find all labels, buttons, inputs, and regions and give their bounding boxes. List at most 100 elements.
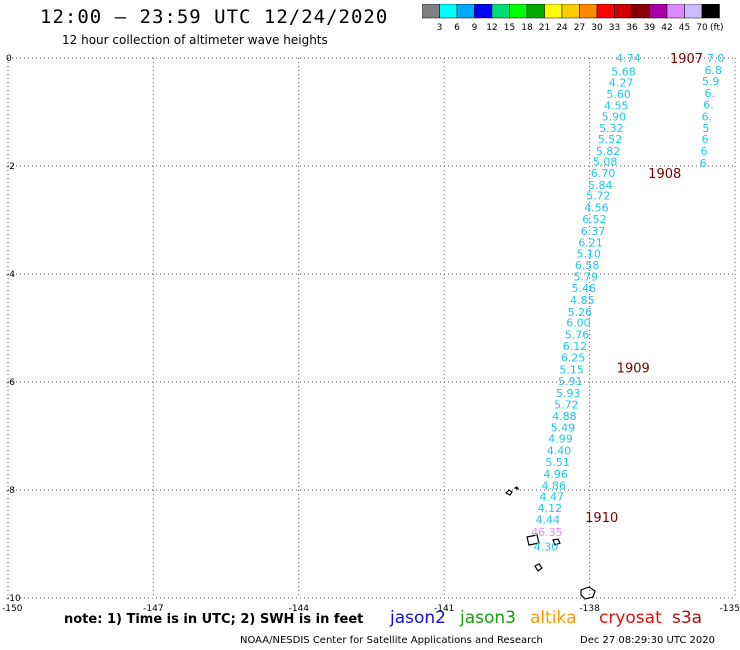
wave-height-label: 5.60 [606,88,631,101]
legend-cryosat: cryosat [599,608,662,628]
wave-height-label: 5.9 [702,75,720,88]
y-tick-label: 0 [6,54,12,64]
time-label: 1907 [670,52,703,67]
wave-height-label: 5.26 [568,306,593,319]
colorbar-label: (ft) [710,23,724,33]
wave-height-label: 6.8 [704,64,722,77]
colorbar-label: 3 [437,23,443,33]
y-tick-label: -8 [6,486,15,496]
wave-height-label: 4.74 [616,52,641,65]
wave-height-label: 46.35 [531,526,563,539]
wave-height-label: 6 [701,133,708,146]
wave-height-label: 5.90 [602,110,627,123]
x-tick-label: -144 [289,604,310,614]
legend-altika: altika [530,608,577,628]
wave-height-label: 6.00 [566,317,591,330]
colorbar-label: 39 [644,23,656,33]
wave-height-label: 4.86 [541,480,566,493]
wave-height-label: 6. [705,87,716,100]
colorbar-label: 36 [626,23,638,33]
colorbar-label: 42 [661,23,672,33]
colorbar-label: 9 [472,23,478,33]
wave-height-label: 4.44 [536,514,561,527]
colorbar-label: 70 [696,23,708,33]
colorbar-label: 33 [609,23,620,33]
wave-height-label: 4.27 [609,76,634,89]
footer-source: NOAA/NESDIS Center for Satellite Applica… [240,635,543,646]
colorbar-label: 6 [454,23,460,33]
wave-height-label: 6.25 [561,352,586,365]
color-legend: 3 6 9 12 15 18 21 24 27 30 33 36 39 42 45 70 (ft) [422,4,724,33]
wave-height-label: 6.37 [581,225,606,238]
wave-height-label: 5.32 [599,122,624,135]
wave-height-label: 5.82 [596,145,621,158]
wave-height-label: 6.58 [575,259,600,272]
wave-height-label: 4.55 [604,100,629,113]
legend-s3a: s3a [672,608,703,628]
wave-height-label: 5.49 [551,421,576,434]
x-tick-label: -138 [579,604,600,614]
wave-height-label: 7.0 [707,52,725,65]
colorbar-label: 18 [521,23,533,33]
wave-height-label: 5 [702,122,709,135]
wave-height-label: 4.56 [584,202,609,215]
island-outline [534,563,543,572]
wave-height-label: 5.84 [588,179,613,192]
y-tick-label: -10 [6,594,21,604]
y-tick-label: -2 [6,162,15,172]
colorbar-label: 45 [679,23,690,33]
wave-height-label: 5.72 [586,190,611,203]
legend-jason3: jason3 [460,608,516,628]
x-tick-label: -141 [434,604,454,614]
colorbar-swatch [701,4,720,19]
wave-height-label: 5.91 [558,375,583,388]
wave-height-label: 5.51 [545,456,570,469]
wave-height-label: 5.79 [573,271,598,284]
wave-height-label: 4.12 [538,502,563,515]
time-label: 1909 [617,361,650,376]
wave-height-label: 6.21 [578,237,603,250]
time-label: 1910 [585,511,618,526]
wave-height-label: 6.52 [582,213,607,226]
colorbar-label: 24 [556,23,568,33]
y-tick-label: -4 [6,270,15,280]
wave-height-label: 6 [700,157,707,170]
wave-height-label: 4.96 [543,468,568,481]
wave-height-label: 4.85 [570,294,595,307]
colorbar-label: 30 [591,23,603,33]
wave-height-label: 4.47 [540,490,565,503]
island-outline [552,538,561,546]
wave-height-label: 5.68 [611,66,636,79]
legend-jason2: jason2 [390,608,446,628]
chart-title: 12:00 – 23:59 UTC 12/24/2020 [40,6,389,28]
wave-height-label: 5.93 [556,387,581,400]
island-outline [504,489,513,496]
colorbar-label: 21 [539,23,550,33]
wave-height-label: 6 [700,145,707,158]
wave-height-label: 5.76 [565,328,590,341]
colorbar-label: 27 [574,23,585,33]
footer-date: Dec 27 08:29:30 UTC 2020 [580,635,715,646]
colorbar-label: 15 [504,23,515,33]
wave-height-label: 6. [702,110,713,123]
x-tick-label: -147 [143,604,163,614]
wave-height-label: 5.52 [598,133,623,146]
wave-height-label: 4.30 [534,541,559,554]
x-tick-label: -150 [2,604,23,614]
wave-height-label: 5.46 [572,282,597,295]
wave-height-label: 5.15 [559,364,584,377]
wave-height-label: 5.10 [576,247,601,260]
wave-height-label: 6. [703,98,714,111]
wave-height-label: 6.70 [591,167,616,180]
colorbar-label: 12 [486,23,497,33]
chart-subtitle: 12 hour collection of altimeter wave hei… [62,33,328,47]
time-label: 1908 [648,167,681,182]
y-tick-label: -6 [6,378,15,388]
wave-height-label: 6.12 [563,340,588,353]
island-outline [513,486,520,491]
island-outline [526,534,540,546]
wave-height-label: 4.88 [552,410,577,423]
x-tick-label: -135 [720,604,740,614]
wave-height-label: 4.40 [547,445,572,458]
